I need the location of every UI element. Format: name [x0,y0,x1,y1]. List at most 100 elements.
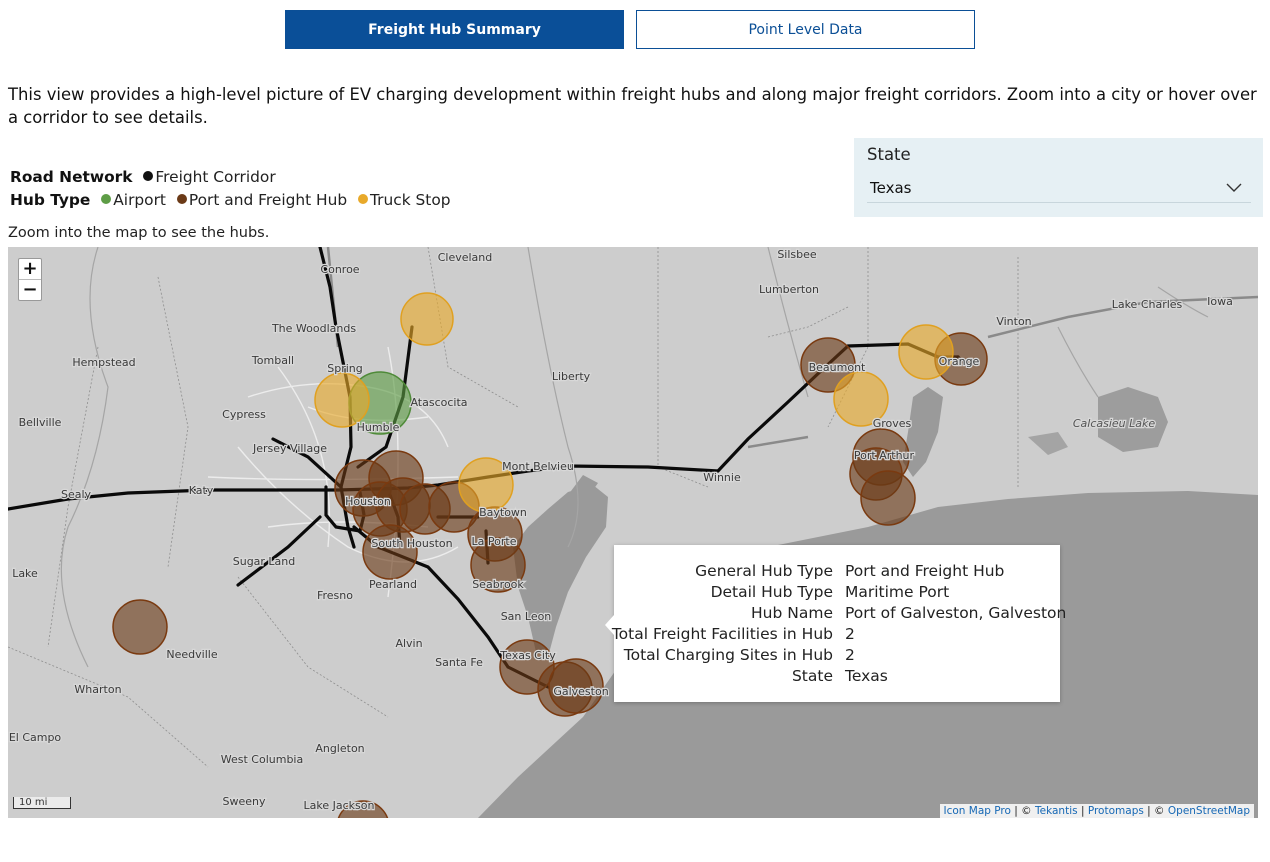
map-attribution: Icon Map Pro | © Tekantis | Protomaps | … [939,804,1254,818]
place-label: Spring [327,362,363,375]
tooltip-row: Total Freight Facilities in Hub 2 [611,625,1060,646]
hub-type-title: Hub Type [10,191,91,209]
place-label: Port Arthur [854,449,915,462]
place-label: Fresno [317,589,353,602]
map-view[interactable]: Conroe Cleveland Silsbee Lumberton Lake Char… [8,247,1258,818]
place-label: Iowa [1207,295,1233,308]
page-description: This view provides a high-level picture … [8,85,1257,127]
attribution-separator: | [1077,805,1088,817]
place-label: Tomball [251,354,294,367]
hub-marker[interactable] [470,537,526,593]
place-label: Lake [12,567,38,580]
tooltip-value: 2 [845,646,855,664]
place-label: Katy [189,484,214,497]
tooltip-value: Port of Galveston, Galveston [845,604,1067,622]
zoom-in-button[interactable]: + [22,258,38,279]
attribution-separator: | © [1010,805,1036,817]
tooltip-key: General Hub Type [695,562,833,580]
tooltip-row: General Hub Type Port and Freight Hub [614,562,1060,583]
truck-stop-label: Truck Stop [370,191,451,209]
road-network-title: Road Network [10,168,133,186]
place-label: Lake Charles [1112,298,1183,311]
hub-marker[interactable] [400,292,454,346]
place-label: Needville [166,648,217,661]
place-label: Vinton [996,315,1031,328]
place-label: Silsbee [777,248,817,261]
place-label: Hempstead [72,356,135,369]
tooltip-value: 2 [845,625,855,643]
hub-marker[interactable] [362,524,418,580]
airport-label: Airport [113,191,166,209]
hub-marker[interactable] [800,337,856,393]
hub-marker[interactable] [833,371,889,427]
place-label: Lumberton [759,283,819,296]
hub-type-legend: Hub Type Airport Port and Freight Hub Tr… [10,191,451,209]
place-label: Cypress [222,408,266,421]
tooltip-row: Hub Name Port of Galveston, Galveston [614,604,1066,625]
place-label: Liberty [552,370,591,383]
place-label: Mont Belvieu [502,460,574,473]
place-label: Humble [357,421,400,434]
place-label: Bellville [19,416,62,429]
hub-marker[interactable] [898,324,954,380]
place-label: Santa Fe [435,656,483,669]
attribution-separator: | © [1143,805,1168,817]
place-label: Houston [345,495,391,508]
place-label: Pearland [369,578,417,591]
zoom-out-button[interactable]: − [19,279,41,300]
map-canvas[interactable]: Conroe Cleveland Silsbee Lumberton Lake Char… [8,247,1258,818]
tab-freight-hub-summary[interactable]: Freight Hub Summary [285,10,624,49]
protomaps-link[interactable]: Protomaps [1087,805,1144,817]
place-label: Alvin [395,637,422,650]
place-label: Cleveland [438,251,493,264]
place-label: Texas City [499,649,556,662]
place-label: Seabrook [472,578,524,591]
place-label: La Porte [472,535,517,548]
port-freight-hub-dot-icon [176,194,187,204]
place-label: Angleton [315,742,364,755]
place-label: El Campo [9,731,62,744]
tooltip-key: Total Freight Facilities in Hub [611,625,833,643]
zoom-hint: Zoom into the map to see the hubs. [8,225,270,241]
hub-marker[interactable] [458,457,514,513]
place-label: Sweeny [223,795,266,808]
place-label: Sealy [61,488,92,501]
hub-marker[interactable] [860,470,916,526]
tooltip-row: State Texas [614,667,1060,688]
tooltip-key: State [791,667,833,685]
freight-corridor-label: Freight Corridor [155,168,276,186]
place-label: Sugar Land [233,555,296,568]
place-label: Conroe [320,263,359,276]
hub-marker[interactable] [112,599,168,655]
place-label: Galveston [553,685,608,698]
place-label: Wharton [74,683,121,696]
place-label: Lake Jackson [304,799,375,812]
road-network-legend: Road Network Freight Corridor [10,168,276,186]
hub-marker[interactable] [314,372,370,428]
tab-point-level-data[interactable]: Point Level Data [636,10,975,49]
place-label: South Houston [371,537,452,550]
freight-corridor-dot-icon [143,171,154,181]
place-label: Baytown [479,506,527,519]
hub-tooltip: General Hub Type Port and Freight Hub Det… [605,545,1066,702]
state-dropdown[interactable]: Texas [867,174,1251,203]
scale-bar: 10 mi [13,797,71,809]
place-label: Jersey Village [252,442,327,455]
place-label: West Columbia [221,753,303,766]
icon-map-pro-link[interactable]: Icon Map Pro [943,805,1011,817]
port-freight-hub-label: Port and Freight Hub [188,191,348,209]
tekantis-link[interactable]: Tekantis [1035,805,1078,817]
openstreetmap-link[interactable]: OpenStreetMap [1167,805,1250,817]
tooltip-row: Detail Hub Type Maritime Port [614,583,1060,604]
tooltip-key: Total Charging Sites in Hub [623,646,833,664]
state-filter: State Texas [854,138,1263,217]
place-label: The Woodlands [271,322,356,335]
tooltip-key: Detail Hub Type [710,583,833,601]
hub-marker[interactable] [337,800,389,818]
state-filter-title: State [867,145,911,164]
place-label: Calcasieu Lake [1073,417,1156,430]
hub-marker[interactable] [548,658,604,714]
place-label: Winnie [703,471,741,484]
chevron-down-icon [1225,178,1243,200]
tooltip-row: Total Charging Sites in Hub 2 [614,646,1060,667]
